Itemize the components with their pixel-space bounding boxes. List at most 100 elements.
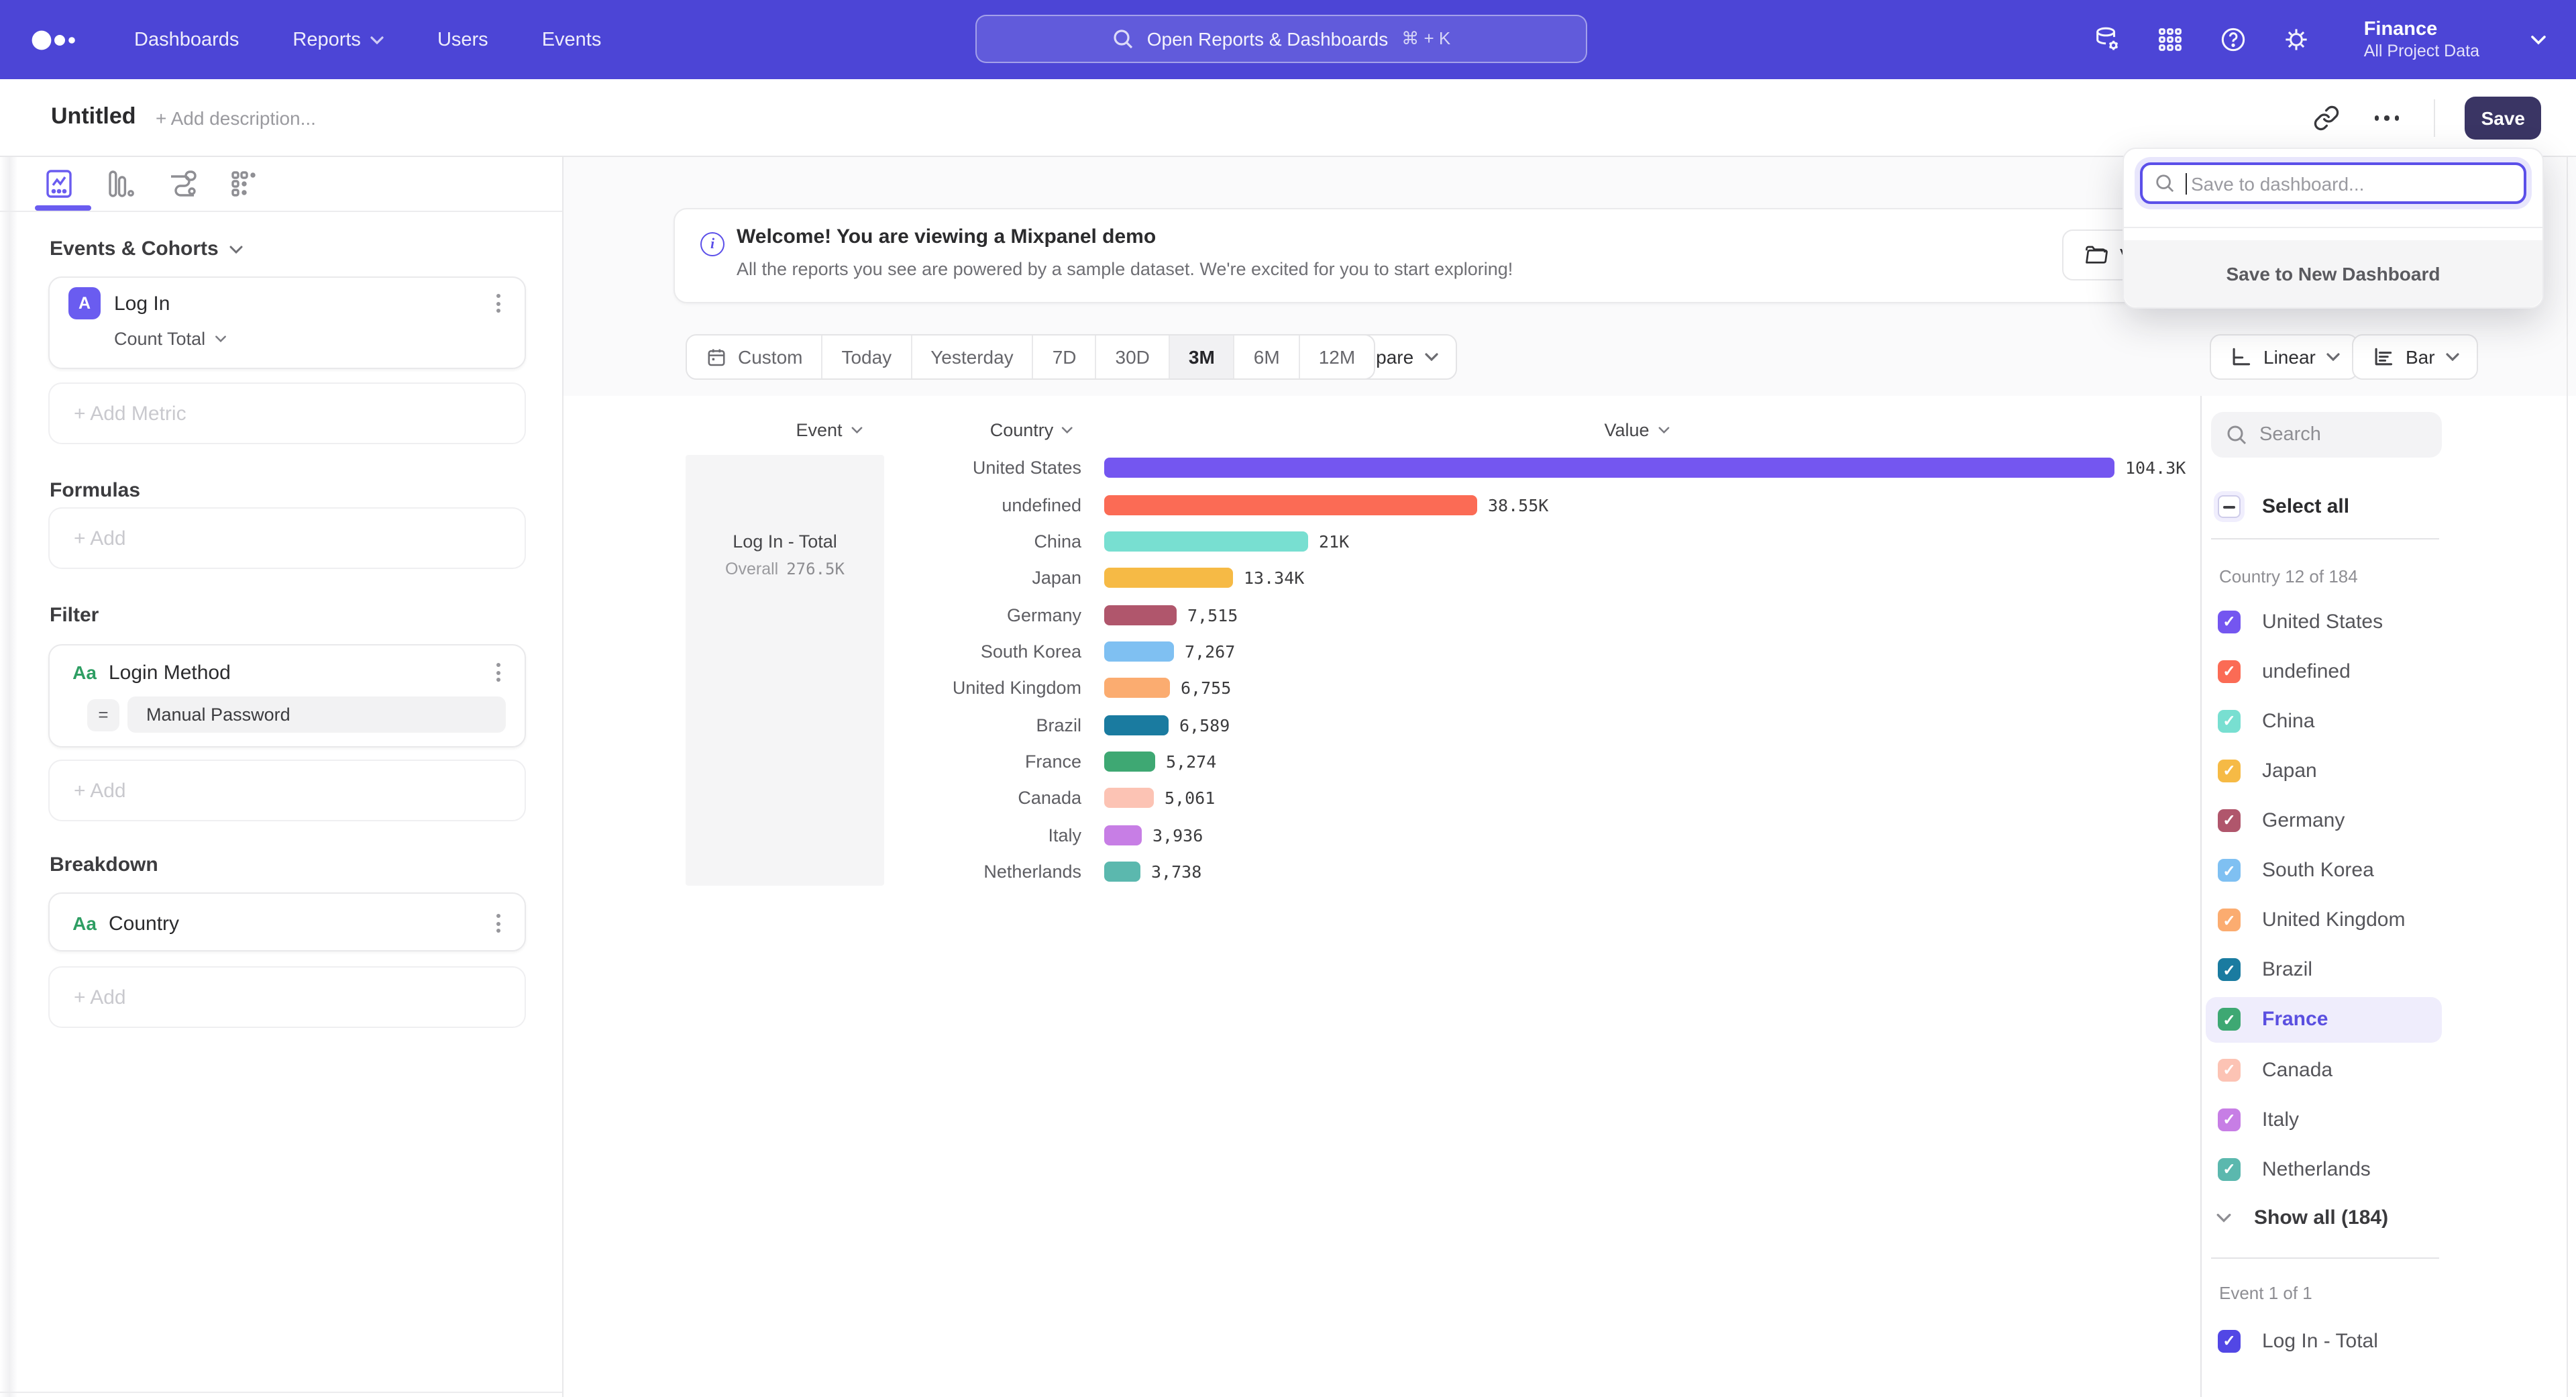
range-3m[interactable]: 3M	[1169, 335, 1234, 378]
range-today[interactable]: Today	[821, 335, 910, 378]
range-7d[interactable]: 7D	[1032, 335, 1095, 378]
more-options-button[interactable]	[2369, 111, 2405, 126]
metric-aggregation-selector[interactable]: Count Total	[114, 329, 525, 349]
settings-gear-icon[interactable]	[2282, 25, 2310, 54]
tab-flows[interactable]	[166, 168, 199, 200]
add-description-field[interactable]: + Add description...	[156, 107, 316, 129]
global-search-button[interactable]: Open Reports & Dashboards ⌘ + K	[975, 15, 1587, 63]
country-checkbox-row-undefined[interactable]: ✓ undefined	[2206, 648, 2442, 694]
filter-kebab-menu[interactable]	[491, 658, 506, 687]
bar-united-kingdom[interactable]	[1104, 678, 1170, 698]
column-header-country[interactable]: Country	[990, 420, 1074, 440]
mixpanel-logo-icon[interactable]	[30, 25, 83, 54]
country-checkbox-row-france[interactable]: ✓France	[2206, 997, 2442, 1043]
checkbox-germany[interactable]: ✓	[2218, 809, 2241, 832]
add-breakdown-button[interactable]: + Add	[48, 966, 526, 1028]
project-switcher[interactable]: Finance All Project Data	[2364, 19, 2479, 60]
scrollbar-track[interactable]	[2567, 157, 2568, 1397]
save-button[interactable]: Save	[2465, 97, 2541, 140]
save-to-dashboard-input[interactable]: Save to dashboard...	[2140, 162, 2526, 204]
tab-funnels[interactable]	[105, 168, 137, 200]
checkbox-japan[interactable]: ✓	[2218, 760, 2241, 782]
checkbox-united-kingdom[interactable]: ✓	[2218, 909, 2241, 931]
add-formula-button[interactable]: + Add	[48, 507, 526, 569]
range-custom[interactable]: Custom	[687, 335, 821, 378]
checkbox-china[interactable]: ✓	[2218, 709, 2241, 732]
chart-type-button[interactable]: Bar	[2352, 334, 2478, 380]
event-summary-panel[interactable]: Log In - Total Overall276.5K	[686, 455, 884, 886]
country-checkbox-row-south-korea[interactable]: ✓South Korea	[2206, 847, 2442, 893]
metric-card-log-in[interactable]: A Log In Count Total	[48, 276, 526, 369]
bar-italy[interactable]	[1104, 825, 1142, 845]
apps-grid-icon[interactable]	[2156, 25, 2184, 54]
breakdown-card-country[interactable]: Aa Country	[48, 892, 526, 951]
country-checkbox-row-united-states[interactable]: ✓United States	[2206, 599, 2442, 644]
event-checkbox[interactable]: ✓	[2218, 1329, 2241, 1352]
bar-undefined[interactable]	[1104, 495, 1477, 515]
country-checkbox-row-china[interactable]: ✓China	[2206, 698, 2442, 743]
country-checkbox-row-united-kingdom[interactable]: ✓United Kingdom	[2206, 897, 2442, 943]
country-group-label: Country 12 of 184	[2219, 566, 2358, 586]
report-title[interactable]: Untitled	[51, 103, 136, 130]
select-all-checkbox-indeterminate[interactable]	[2218, 495, 2241, 518]
scale-selector-button[interactable]: Linear	[2210, 334, 2359, 380]
bar-germany[interactable]	[1104, 605, 1177, 625]
segment-search-input[interactable]: Search	[2211, 412, 2442, 458]
metric-kebab-menu[interactable]	[491, 289, 506, 318]
add-metric-button[interactable]: + Add Metric	[48, 382, 526, 444]
nav-item-reports[interactable]: Reports	[292, 29, 384, 50]
checkbox-undefined[interactable]: ✓	[2218, 660, 2241, 682]
country-checkbox-row-italy[interactable]: ✓Italy	[2206, 1096, 2442, 1142]
checkbox-france[interactable]: ✓	[2218, 1008, 2241, 1031]
chevron-down-icon[interactable]	[2530, 34, 2546, 45]
checkbox-united-states[interactable]: ✓	[2218, 610, 2241, 633]
bar-south-korea[interactable]	[1104, 641, 1174, 662]
country-checkbox-row-canada[interactable]: ✓Canada	[2206, 1047, 2442, 1092]
nav-item-dashboards[interactable]: Dashboards	[134, 29, 239, 50]
bar-canada[interactable]	[1104, 788, 1154, 809]
checkbox-italy[interactable]: ✓	[2218, 1108, 2241, 1131]
tab-retention[interactable]	[228, 168, 260, 200]
tab-insights[interactable]	[43, 168, 75, 200]
bar-france[interactable]	[1104, 752, 1155, 772]
nav-item-events[interactable]: Events	[542, 29, 602, 50]
report-titlebar: Untitled + Add description... Save	[0, 79, 2576, 157]
bar-japan[interactable]	[1104, 568, 1233, 588]
bar-netherlands[interactable]	[1104, 862, 1140, 882]
checkbox-netherlands[interactable]: ✓	[2218, 1158, 2241, 1181]
breakdown-property-name[interactable]: Country	[109, 912, 179, 935]
event-checkbox-row[interactable]: ✓ Log In - Total	[2206, 1318, 2442, 1363]
save-to-new-dashboard-button[interactable]: Save to New Dashboard	[2124, 240, 2542, 307]
country-checkbox-row-germany[interactable]: ✓Germany	[2206, 798, 2442, 843]
bar-united-states[interactable]	[1104, 458, 2114, 478]
range-yesterday[interactable]: Yesterday	[910, 335, 1032, 378]
nav-item-users[interactable]: Users	[437, 29, 488, 50]
events-cohorts-heading[interactable]: Events & Cohorts	[50, 238, 243, 260]
range-12m[interactable]: 12M	[1299, 335, 1374, 378]
show-all-toggle[interactable]: Show all (184)	[2216, 1206, 2388, 1229]
country-checkbox-row-japan[interactable]: ✓Japan	[2206, 748, 2442, 794]
filter-card-login-method[interactable]: Aa Login Method = Manual Password	[48, 644, 526, 747]
help-icon[interactable]	[2219, 25, 2247, 54]
breakdown-kebab-menu[interactable]	[491, 909, 506, 938]
filter-value-selector[interactable]: Manual Password	[127, 696, 506, 733]
range-30d[interactable]: 30D	[1095, 335, 1169, 378]
select-all-row[interactable]: Select all	[2218, 495, 2349, 518]
column-header-value[interactable]: Value	[1604, 420, 1669, 440]
filter-property-name[interactable]: Login Method	[109, 661, 231, 684]
country-checkbox-row-brazil[interactable]: ✓Brazil	[2206, 947, 2442, 993]
range-6m[interactable]: 6M	[1234, 335, 1299, 378]
country-label: undefined	[2262, 660, 2351, 682]
data-management-icon[interactable]	[2093, 25, 2121, 54]
copy-link-icon[interactable]	[2313, 105, 2340, 132]
column-header-event[interactable]: Event	[796, 420, 862, 440]
filter-operator-selector[interactable]: =	[87, 698, 119, 731]
checkbox-canada[interactable]: ✓	[2218, 1058, 2241, 1081]
bar-brazil[interactable]	[1104, 715, 1169, 735]
add-filter-button[interactable]: + Add	[48, 760, 526, 821]
bar-china[interactable]	[1104, 531, 1308, 552]
country-checkbox-row-netherlands[interactable]: ✓Netherlands	[2206, 1147, 2442, 1192]
checkbox-south-korea[interactable]: ✓	[2218, 859, 2241, 882]
checkbox-brazil[interactable]: ✓	[2218, 959, 2241, 982]
metric-name[interactable]: Log In	[114, 292, 170, 315]
